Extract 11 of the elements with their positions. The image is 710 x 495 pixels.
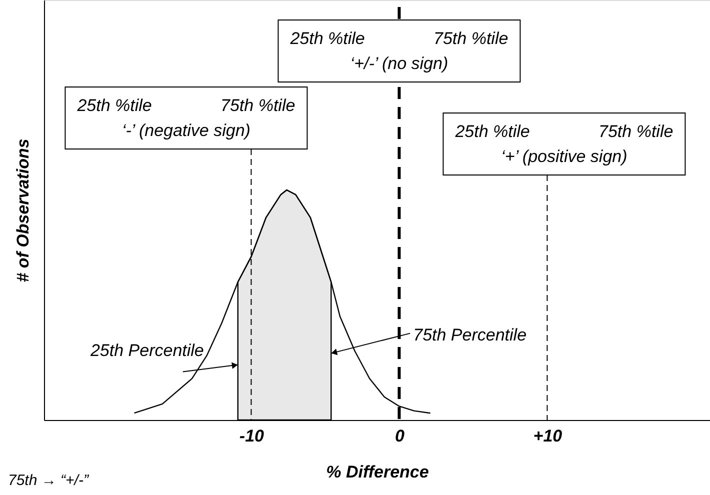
x-tick-label: -10 [239, 426, 265, 446]
annotation: 75th Percentile [413, 325, 527, 344]
x-tick-label: +10 [533, 426, 563, 446]
y-axis-title: # of Observations [14, 138, 32, 282]
text: 25th %tile 75th %tile ‘-’ (negative sign) [77, 96, 296, 140]
annotation: 25th Percentile [89, 340, 204, 360]
x-axis-title: % Difference [326, 462, 429, 482]
text: 25th %tile 75th %tile ‘+/-’ (no sign) [290, 29, 508, 73]
text: 75th → “+/-” [8, 472, 90, 489]
text: 25th %tile 75th %tile ‘+’ (positive sign) [455, 122, 674, 166]
x-tick-label: 0 [394, 426, 405, 446]
